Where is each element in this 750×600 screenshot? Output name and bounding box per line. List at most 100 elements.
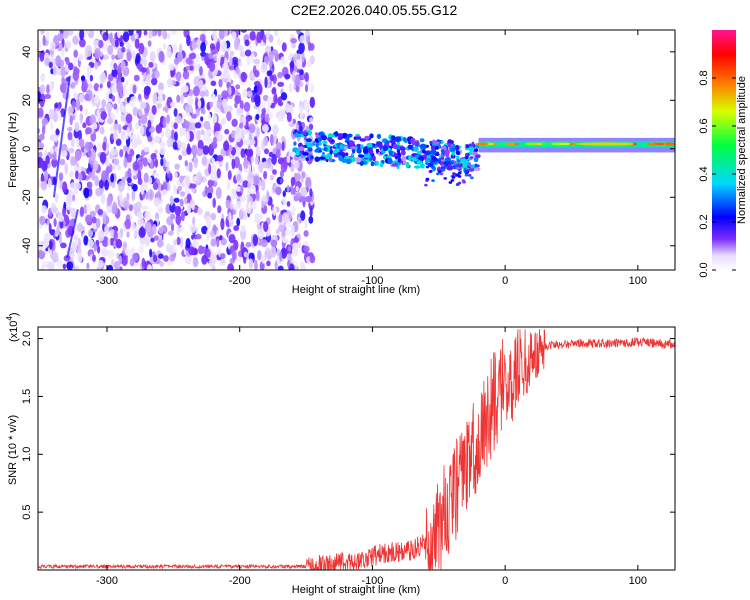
spectrogram-cell xyxy=(167,32,171,40)
colorbar-label: Normalized spectral amplitude xyxy=(736,76,748,224)
spectrogram-cell xyxy=(41,125,46,136)
spectrogram-cell xyxy=(270,133,274,146)
spectrogram-cell xyxy=(113,103,118,110)
spectrogram-cell xyxy=(348,140,354,146)
spectrogram-cell xyxy=(119,266,123,270)
spectrogram-cell xyxy=(431,179,435,183)
spectrogram-cell xyxy=(174,115,182,124)
spectrogram-cell xyxy=(664,142,675,146)
spectrogram-cell xyxy=(304,84,309,93)
spectrogram-cell xyxy=(424,159,430,163)
spectrogram-y-tick-label: 0 xyxy=(21,146,33,152)
spectrogram-cell xyxy=(44,170,49,182)
spectrogram-cell xyxy=(253,135,258,148)
spectrogram-cell xyxy=(221,90,229,99)
spectrogram-cell xyxy=(278,224,285,233)
spectrogram-cell xyxy=(245,149,253,157)
spectrogram-cell xyxy=(261,124,269,133)
spectrogram-cell xyxy=(180,76,184,84)
spectrogram-cell xyxy=(253,80,261,87)
spectrogram-cell xyxy=(246,54,251,66)
spectrogram-cell xyxy=(437,158,442,161)
spectrogram-cell xyxy=(300,186,307,197)
spectrogram-cell xyxy=(119,41,124,47)
spectrogram-cell xyxy=(39,100,45,108)
spectrogram-cell xyxy=(184,120,190,129)
spectrogram-cell xyxy=(337,133,344,138)
snr-x-ticks: -300 -200 -100 0 100 xyxy=(96,327,647,587)
spectrogram-cell xyxy=(294,74,301,87)
spectrogram-cell xyxy=(376,133,382,139)
spectrogram-cell xyxy=(103,41,108,49)
spectrogram-cell xyxy=(467,163,472,167)
spectrogram-cell xyxy=(282,190,286,197)
spectrogram-cell xyxy=(440,161,444,165)
spectrogram-cell xyxy=(240,225,246,232)
spectrogram-cell xyxy=(43,232,51,244)
spectrogram-cell xyxy=(65,59,70,66)
spectrogram-cell xyxy=(72,69,80,81)
spectrogram-cell xyxy=(45,155,50,165)
spectrogram-cell xyxy=(235,66,240,75)
spectrogram-cell xyxy=(52,65,57,76)
spectrogram-cell xyxy=(255,145,261,157)
spectrogram-cell xyxy=(455,150,461,155)
spectrogram-cell xyxy=(49,240,53,251)
spectrogram-cell xyxy=(161,189,168,197)
spectrogram-cell xyxy=(308,41,312,52)
spectrogram-cell xyxy=(298,42,305,54)
spectrogram-x-tick-label: -200 xyxy=(229,275,251,287)
spectrogram-cell xyxy=(146,264,152,270)
spectrogram-cell xyxy=(191,144,198,156)
spectrogram-cell xyxy=(159,261,164,267)
spectrogram-cell xyxy=(270,245,277,258)
spectrogram-cell xyxy=(281,42,287,52)
spectrogram-y-ticks: -40 -20 0 20 40 xyxy=(21,46,675,254)
spectrogram-cell xyxy=(261,195,268,203)
spectrogram-cell xyxy=(296,130,304,134)
spectrogram-cell xyxy=(111,95,116,102)
spectrogram-cell xyxy=(210,80,217,87)
svg-text:(x104): (x104) xyxy=(5,312,20,342)
spectrogram-cell xyxy=(410,138,416,144)
spectrogram-cell xyxy=(277,81,285,87)
spectrogram-cell xyxy=(176,94,181,103)
spectrogram-cell xyxy=(205,89,209,97)
spectrogram-cell xyxy=(312,140,316,146)
spectrogram-cell xyxy=(107,249,114,259)
spectrogram-cell xyxy=(185,131,190,142)
spectrogram-cell xyxy=(152,254,158,263)
spectrogram-cell xyxy=(448,181,453,184)
spectrogram-cell xyxy=(202,145,210,156)
spectrogram-cell xyxy=(116,107,120,114)
figure-title: C2E2.2026.040.05.55.G12 xyxy=(291,2,458,18)
spectrogram-cell xyxy=(39,158,44,169)
spectrogram-cell xyxy=(413,146,419,152)
spectrogram-cell xyxy=(70,182,77,190)
spectrogram-cell xyxy=(264,148,269,155)
spectrogram-cell xyxy=(76,222,84,233)
spectrogram-cell xyxy=(98,179,104,189)
spectrogram-cell xyxy=(106,81,111,88)
spectrogram-cell xyxy=(473,156,479,163)
spectrogram-cell xyxy=(244,39,250,47)
spectrogram-cell xyxy=(258,161,264,174)
spectrogram-cell xyxy=(248,252,254,261)
spectrogram-cell xyxy=(355,136,362,140)
spectrogram-cell xyxy=(430,154,434,158)
spectrogram-cell xyxy=(415,142,419,147)
spectrogram-cell xyxy=(138,118,142,127)
spectrogram-cell xyxy=(309,55,315,64)
spectrogram-cell xyxy=(345,136,350,142)
spectrogram-cell xyxy=(165,128,172,139)
spectrogram-cell xyxy=(94,175,99,187)
spectrogram-cell xyxy=(170,101,176,108)
spectrogram-cell xyxy=(197,139,204,151)
spectrogram-cell xyxy=(281,141,285,152)
spectrogram-cell xyxy=(305,195,312,203)
spectrogram-cell xyxy=(75,170,79,180)
spectrogram-cell xyxy=(467,168,475,172)
spectrogram-cell xyxy=(112,163,116,171)
spectrogram-cell xyxy=(296,30,301,35)
spectrogram-cell xyxy=(80,75,86,81)
